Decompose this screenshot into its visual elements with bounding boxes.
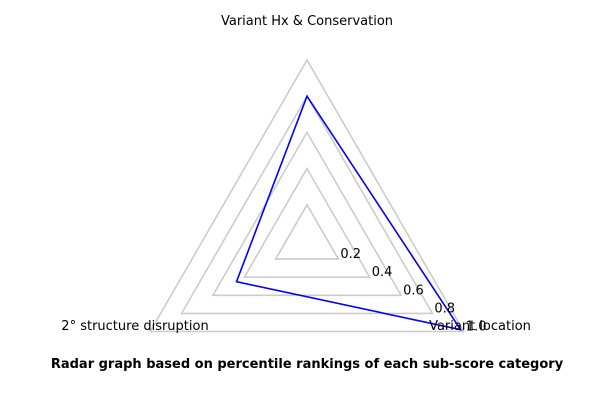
axis-label-0: Variant Hx & Conservation: [221, 14, 393, 29]
radar-axis-labels: Variant Hx & Conservation Variant locatio…: [61, 14, 531, 334]
grid-ring-0: [274, 203, 340, 260]
tick-label-1: 0.4: [372, 265, 393, 280]
series-line-0: [235, 94, 463, 331]
radar-grid: [148, 58, 466, 333]
axis-label-2: 2° structure disruption: [61, 319, 208, 334]
grid-ring-2: [211, 130, 403, 297]
tick-label-2: 0.6: [403, 283, 424, 298]
chart-caption: Radar graph based on percentile rankings…: [50, 357, 564, 372]
grid-ring-3: [180, 94, 434, 315]
grid-ring-4: [148, 58, 466, 333]
grid-ring-1: [242, 167, 372, 279]
radar-tick-labels: 0.2 0.4 0.6 0.8 1.0: [340, 247, 486, 334]
radar-series-layer: [235, 94, 463, 331]
axis-label-1: Variant location: [429, 319, 531, 334]
tick-label-3: 0.8: [434, 301, 455, 316]
tick-label-4: 1.0: [466, 320, 487, 335]
tick-label-0: 0.2: [340, 247, 361, 262]
